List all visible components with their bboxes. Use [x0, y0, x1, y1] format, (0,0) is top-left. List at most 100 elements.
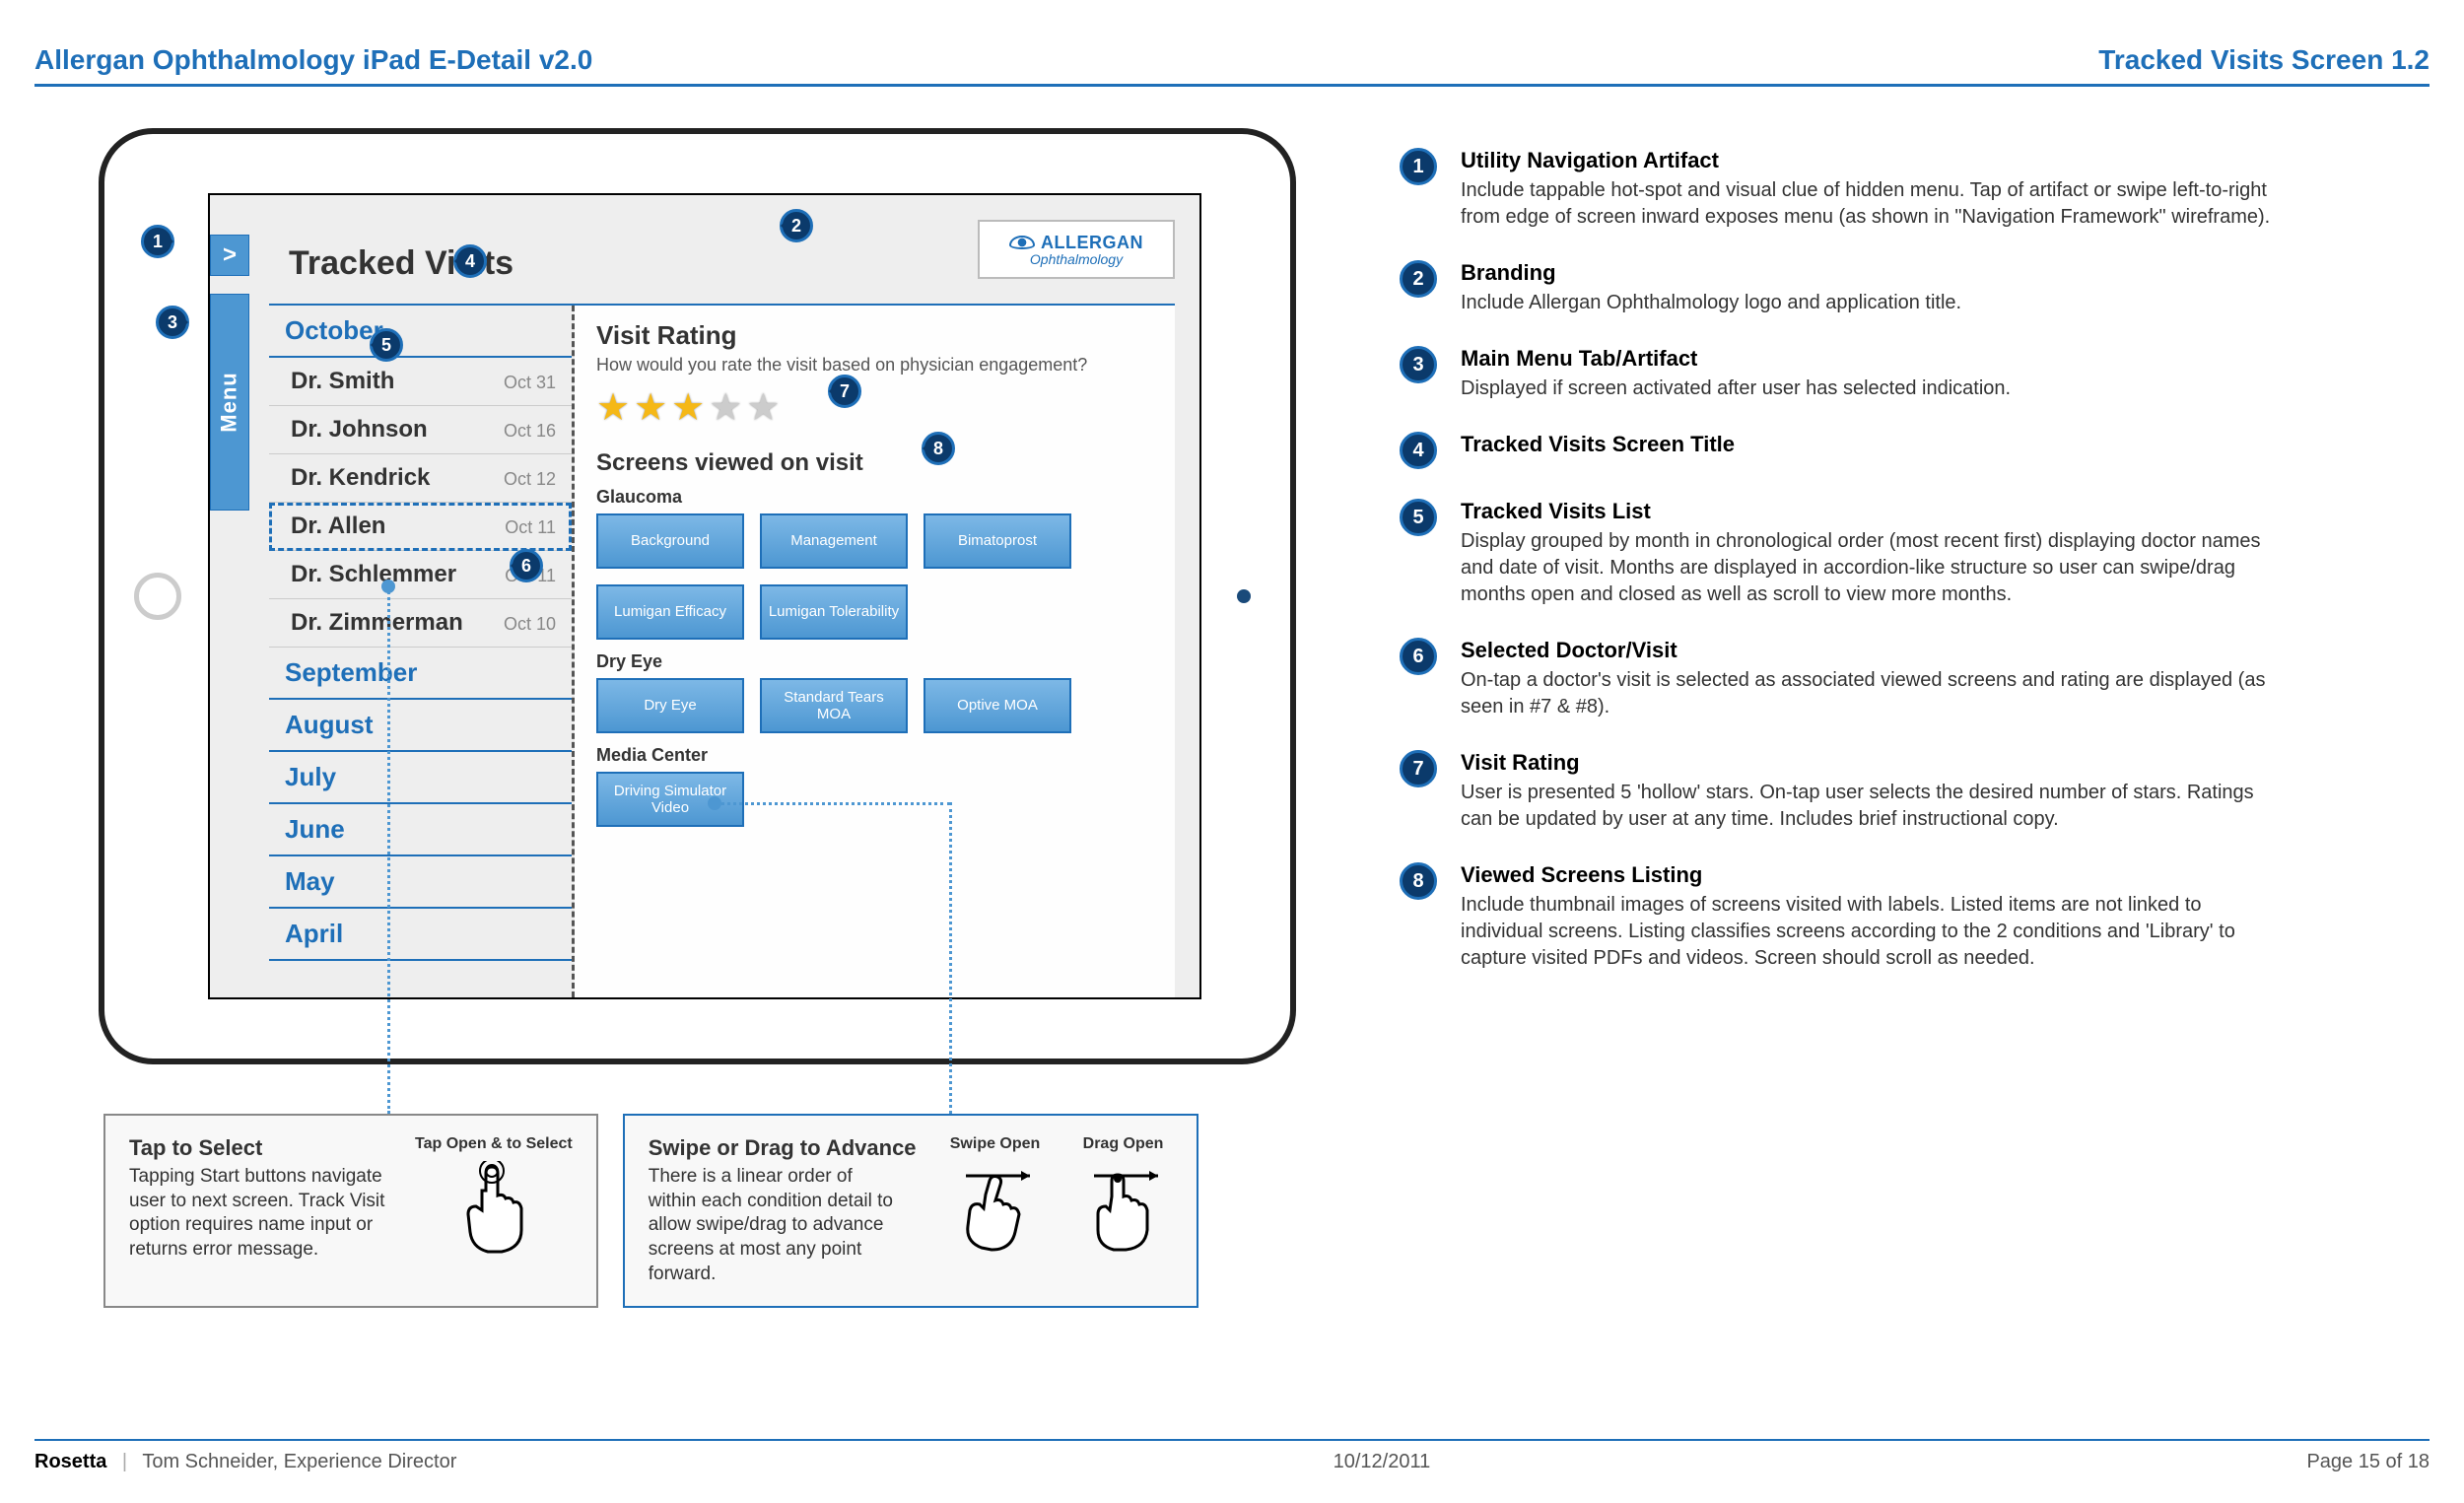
annotation-item: 6 Selected Doctor/Visit On-tap a doctor'… — [1400, 638, 2287, 720]
annotations-column: 1 Utility Navigation Artifact Include ta… — [1400, 148, 2287, 1001]
annotation-number: 3 — [1400, 346, 1437, 383]
annotation-title: Main Menu Tab/Artifact — [1461, 346, 2011, 372]
brand-logo: ALLERGAN Ophthalmology — [978, 220, 1175, 279]
annotation-number: 7 — [1400, 750, 1437, 787]
month-row[interactable]: July — [269, 752, 572, 804]
annotation-number: 2 — [1400, 260, 1437, 298]
star-icon[interactable]: ★ — [596, 385, 630, 430]
star-icon[interactable]: ★ — [671, 385, 705, 430]
star-icon[interactable]: ★ — [634, 385, 667, 430]
doctor-name: Dr. Zimmerman — [291, 609, 463, 637]
connector-line — [949, 802, 952, 1114]
screen-thumb: Dry Eye — [596, 678, 744, 733]
month-row[interactable]: August — [269, 700, 572, 752]
visit-date: Oct 16 — [504, 421, 556, 442]
tap-title: Tap to Select — [129, 1135, 385, 1161]
ipad-bezel: > Menu Tracked Visits ALLERGAN Ophthalmo… — [99, 128, 1296, 1064]
doctor-row[interactable]: Dr. Kendrick Oct 12 — [269, 454, 572, 503]
brand-subtitle: Ophthalmology — [1030, 251, 1123, 267]
visit-date: Oct 10 — [504, 614, 556, 635]
annotation-desc: User is presented 5 'hollow' stars. On-t… — [1461, 780, 2287, 833]
star-icon[interactable]: ★ — [709, 385, 742, 430]
rating-heading: Visit Rating — [596, 320, 1153, 351]
visit-date: Oct 11 — [505, 517, 556, 538]
screen-thumb: Bimatoprost — [924, 513, 1071, 569]
doctor-name: Dr. Kendrick — [291, 464, 430, 492]
callout-marker: 8 — [922, 432, 955, 465]
annotation-desc: Include tappable hot-spot and visual clu… — [1461, 177, 2287, 231]
annotation-title: Tracked Visits List — [1461, 499, 2287, 524]
annotation-title: Selected Doctor/Visit — [1461, 638, 2287, 663]
annotation-number: 4 — [1400, 432, 1437, 469]
connector-dot — [381, 580, 395, 593]
brand-name: ALLERGAN — [1041, 233, 1143, 253]
doc-title: Allergan Ophthalmology iPad E-Detail v2.… — [34, 44, 592, 76]
annotation-item: 5 Tracked Visits List Display grouped by… — [1400, 499, 2287, 608]
page-header: Allergan Ophthalmology iPad E-Detail v2.… — [34, 44, 2430, 87]
annotation-title: Visit Rating — [1461, 750, 2287, 776]
callout-marker: 1 — [141, 225, 174, 258]
footer-agency: Rosetta — [34, 1451, 106, 1472]
month-row[interactable]: September — [269, 648, 572, 700]
app-screen: > Menu Tracked Visits ALLERGAN Ophthalmo… — [208, 193, 1201, 999]
menu-tab[interactable]: Menu — [210, 294, 249, 511]
screen-thumb: Standard Tears MOA — [760, 678, 908, 733]
screen-thumb: Optive MOA — [924, 678, 1071, 733]
month-row[interactable]: May — [269, 856, 572, 909]
visit-date: Oct 12 — [504, 469, 556, 490]
connector-dot — [708, 796, 721, 810]
swipe-hand-icon — [946, 1161, 1045, 1260]
screen-thumb: Background — [596, 513, 744, 569]
doctor-row[interactable]: Dr. AllenOct 11 — [269, 503, 572, 551]
doctor-row[interactable]: Dr. Johnson Oct 16 — [269, 406, 572, 454]
tap-gesture-box: Tap to Select Tapping Start buttons navi… — [103, 1114, 598, 1308]
doctor-name: Dr. Smith — [291, 368, 394, 395]
swipe-desc: There is a linear order of within each c… — [649, 1165, 905, 1286]
footer-date: 10/12/2011 — [1334, 1451, 1431, 1473]
callout-marker: 2 — [780, 209, 813, 242]
tap-label: Tap Open & to Select — [415, 1135, 573, 1153]
screen-thumb: Driving Simulator Video — [596, 772, 744, 827]
annotation-number: 5 — [1400, 499, 1437, 536]
gesture-row: Tap to Select Tapping Start buttons navi… — [103, 1114, 1198, 1308]
annotation-title: Viewed Screens Listing — [1461, 862, 2287, 888]
visits-list[interactable]: OctoberDr. SmithOct 31Dr. JohnsonOct 16D… — [269, 306, 575, 997]
camera-icon — [1237, 589, 1251, 603]
month-row[interactable]: June — [269, 804, 572, 856]
screen-thumb: Lumigan Efficacy — [596, 584, 744, 640]
page-footer: Rosetta | Tom Schneider, Experience Dire… — [34, 1439, 2430, 1473]
annotation-desc: Displayed if screen activated after user… — [1461, 376, 2011, 402]
swipe-title: Swipe or Drag to Advance — [649, 1135, 917, 1161]
footer-author: Tom Schneider, Experience Director — [142, 1451, 456, 1472]
star-rating[interactable]: ★★★★★ — [596, 385, 1153, 430]
screens-heading: Screens viewed on visit — [596, 449, 1153, 477]
home-button-icon — [134, 573, 181, 620]
screen-ref: Tracked Visits Screen 1.2 — [2098, 44, 2430, 76]
doctor-name: Dr. Johnson — [291, 416, 428, 444]
annotation-item: 4 Tracked Visits Screen Title — [1400, 432, 2287, 469]
thumb-row: BackgroundManagementBimatoprostLumigan E… — [596, 513, 1153, 640]
annotation-item: 1 Utility Navigation Artifact Include ta… — [1400, 148, 2287, 231]
footer-sep: | — [122, 1451, 127, 1472]
doctor-row[interactable]: Dr. SmithOct 31 — [269, 358, 572, 406]
group-label: Glaucoma — [596, 487, 1153, 508]
annotation-title: Tracked Visits Screen Title — [1461, 432, 1735, 457]
thumb-row: Driving Simulator Video — [596, 772, 1153, 827]
callout-marker: 5 — [370, 328, 403, 362]
chevron-right-icon: > — [223, 241, 237, 269]
annotation-desc: Include thumbnail images of screens visi… — [1461, 892, 2287, 972]
expand-tab[interactable]: > — [210, 235, 249, 276]
callout-marker: 3 — [156, 306, 189, 339]
footer-page: Page 15 of 18 — [2306, 1451, 2430, 1473]
month-row[interactable]: April — [269, 909, 572, 961]
doctor-row[interactable]: Dr. Zimmerman Oct 10 — [269, 599, 572, 648]
annotation-title: Utility Navigation Artifact — [1461, 148, 2287, 173]
star-icon[interactable]: ★ — [746, 385, 780, 430]
visits-panel: OctoberDr. SmithOct 31Dr. JohnsonOct 16D… — [269, 304, 1175, 997]
annotation-title: Branding — [1461, 260, 1961, 286]
month-row-open[interactable]: October — [269, 306, 572, 358]
thumb-row: Dry Eye Standard Tears MOA Optive MOA — [596, 678, 1153, 733]
annotation-number: 6 — [1400, 638, 1437, 675]
callout-marker: 7 — [828, 375, 861, 408]
menu-tab-label: Menu — [217, 372, 242, 432]
